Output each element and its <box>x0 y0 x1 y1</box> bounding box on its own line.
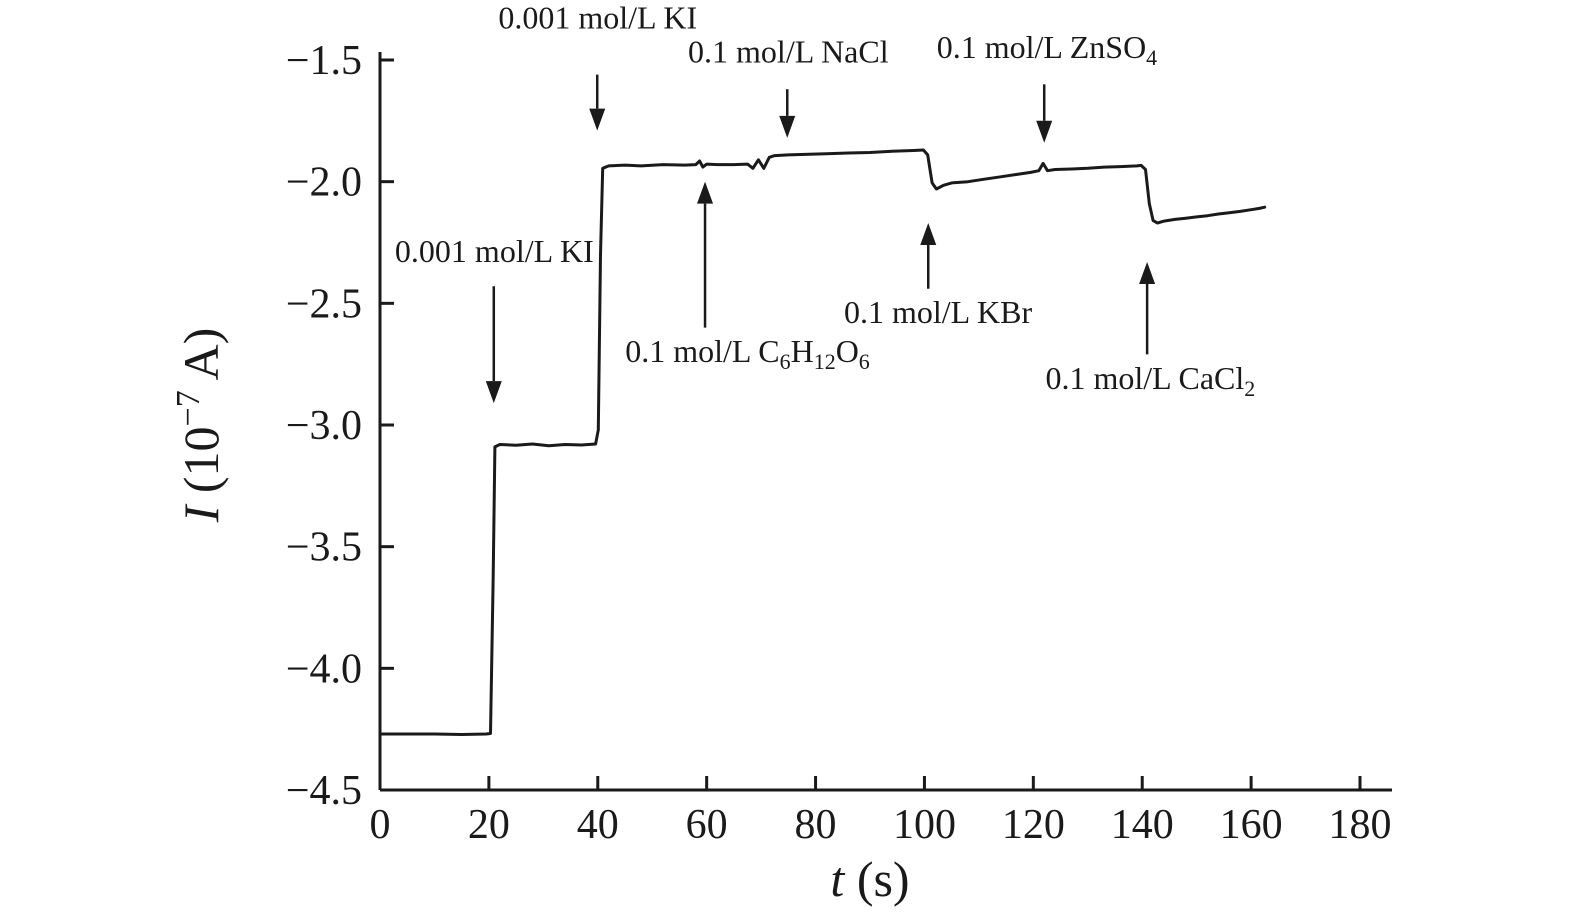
arrow-up-icon <box>920 223 937 246</box>
annotation-label: 0.001 mol/L KI <box>395 233 594 269</box>
arrow-down-icon <box>485 381 502 404</box>
x-tick-label: 120 <box>1002 802 1065 848</box>
arrow-up-icon <box>1139 261 1156 284</box>
x-tick-label: 20 <box>468 802 510 848</box>
y-tick-label: −4.5 <box>286 768 362 814</box>
y-tick-label: −3.0 <box>286 403 362 449</box>
y-tick-label: −1.5 <box>286 38 362 84</box>
x-tick-label: 180 <box>1329 802 1392 848</box>
x-tick-label: 80 <box>795 802 837 848</box>
annotation-label: 0.001 mol/L KI <box>498 0 697 36</box>
x-tick-label: 160 <box>1220 802 1283 848</box>
arrow-down-icon <box>779 115 796 138</box>
annotation-label: 0.1 mol/L ZnSO4 <box>937 29 1157 70</box>
series-line <box>378 148 1267 736</box>
annotation-label: 0.1 mol/L NaCl <box>688 34 889 70</box>
y-axis-label: I (10−7 A) <box>170 328 229 524</box>
arrow-down-icon <box>1036 120 1053 143</box>
annotation-label: 0.1 mol/L C6H12O6 <box>625 333 870 374</box>
annotation-label: 0.1 mol/L KBr <box>844 294 1032 330</box>
y-tick-label: −3.5 <box>286 525 362 571</box>
x-tick-label: 140 <box>1111 802 1174 848</box>
arrow-down-icon <box>589 108 606 131</box>
x-tick-label: 60 <box>686 802 728 848</box>
x-tick-label: 100 <box>893 802 956 848</box>
x-tick-label: 0 <box>370 802 391 848</box>
x-axis-label: t (s) <box>830 851 909 907</box>
y-tick-label: −4.0 <box>286 646 362 692</box>
x-tick-label: 40 <box>577 802 619 848</box>
arrow-up-icon <box>697 181 714 204</box>
y-tick-label: −2.0 <box>286 160 362 206</box>
y-tick-label: −2.5 <box>286 281 362 327</box>
annotation-label: 0.1 mol/L CaCl2 <box>1045 360 1255 401</box>
